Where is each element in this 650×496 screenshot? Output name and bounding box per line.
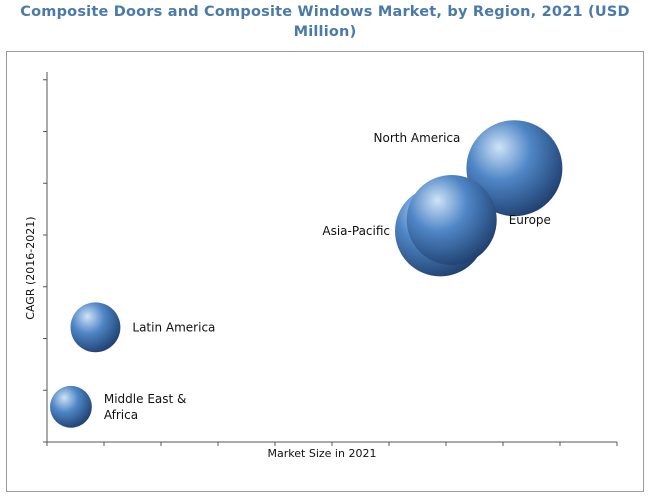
x-axis-title: Market Size in 2021	[268, 447, 377, 460]
bubble-europe	[406, 174, 497, 266]
y-axis-title: CAGR (2016-2021)	[24, 216, 37, 319]
bubble-middle-east-africa	[50, 385, 92, 428]
bubble-label: Asia-Pacific	[322, 224, 390, 238]
bubble-latin-america	[70, 302, 121, 353]
chart-title: Composite Doors and Composite Windows Ma…	[20, 4, 630, 40]
bubble-north-america	[466, 120, 563, 217]
plot-area: North America Europe Asia-Pacific Latin Ame…	[24, 72, 618, 460]
bubble-label: Middle East & Africa	[104, 392, 187, 422]
bubble-label: North America	[374, 131, 461, 145]
bubble-label: Europe	[509, 213, 551, 227]
chart-frame: North America Europe Asia-Pacific Latin Ame…	[6, 51, 644, 492]
bubble-label: Latin America	[132, 320, 215, 334]
